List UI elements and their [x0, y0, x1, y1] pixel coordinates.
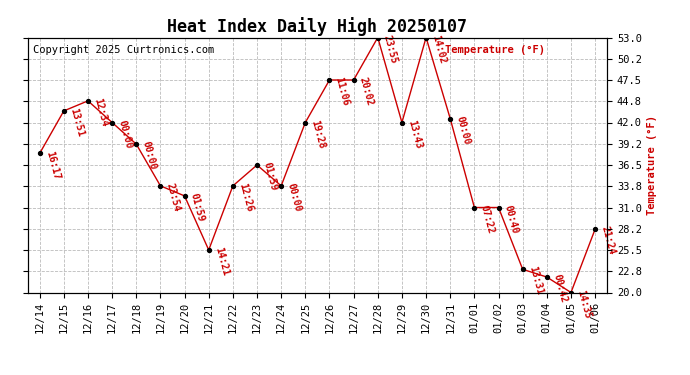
Text: 20:02: 20:02 [358, 76, 375, 107]
Text: 13:31: 13:31 [527, 266, 544, 296]
Text: 00:00: 00:00 [455, 115, 472, 146]
Point [420, 34, 432, 40]
Y-axis label: Temperature (°F): Temperature (°F) [647, 115, 658, 215]
Text: 12:26: 12:26 [237, 182, 255, 213]
Text: 07:22: 07:22 [479, 204, 496, 234]
Point [228, 183, 239, 189]
Point [83, 98, 94, 104]
Point [58, 108, 69, 114]
Point [565, 290, 576, 296]
Point [444, 116, 455, 122]
Text: 16:17: 16:17 [44, 149, 61, 180]
Point [541, 274, 552, 280]
Text: 01:59: 01:59 [189, 192, 206, 223]
Point [324, 77, 335, 83]
Text: 01:59: 01:59 [262, 161, 279, 192]
Text: 00:40: 00:40 [503, 204, 520, 234]
Text: Temperature (°F): Temperature (°F) [445, 45, 545, 55]
Text: 12:34: 12:34 [92, 97, 110, 128]
Point [34, 150, 46, 156]
Point [203, 247, 214, 253]
Text: 11:06: 11:06 [334, 76, 351, 107]
Text: 00:00: 00:00 [141, 140, 158, 171]
Text: 13:51: 13:51 [68, 107, 86, 138]
Point [276, 183, 287, 189]
Point [348, 77, 359, 83]
Text: 23:55: 23:55 [382, 33, 400, 64]
Point [469, 204, 480, 210]
Text: 00:00: 00:00 [117, 118, 134, 150]
Point [589, 226, 600, 232]
Text: 14:35: 14:35 [575, 288, 593, 320]
Text: 13:43: 13:43 [406, 118, 424, 150]
Point [130, 141, 142, 147]
Text: 14:21: 14:21 [213, 246, 230, 277]
Text: 23:54: 23:54 [165, 182, 182, 213]
Point [396, 120, 407, 126]
Point [493, 204, 504, 210]
Text: 00:00: 00:00 [286, 182, 303, 213]
Point [106, 120, 117, 126]
Text: Copyright 2025 Curtronics.com: Copyright 2025 Curtronics.com [33, 45, 215, 55]
Title: Heat Index Daily High 20250107: Heat Index Daily High 20250107 [168, 17, 467, 36]
Point [155, 183, 166, 189]
Point [373, 34, 384, 40]
Point [518, 266, 529, 272]
Point [179, 193, 190, 199]
Point [251, 162, 262, 168]
Text: 19:28: 19:28 [310, 118, 327, 150]
Text: 21:24: 21:24 [600, 225, 617, 256]
Text: 00:42: 00:42 [551, 273, 569, 304]
Text: 14:02: 14:02 [431, 33, 448, 64]
Point [299, 120, 310, 126]
